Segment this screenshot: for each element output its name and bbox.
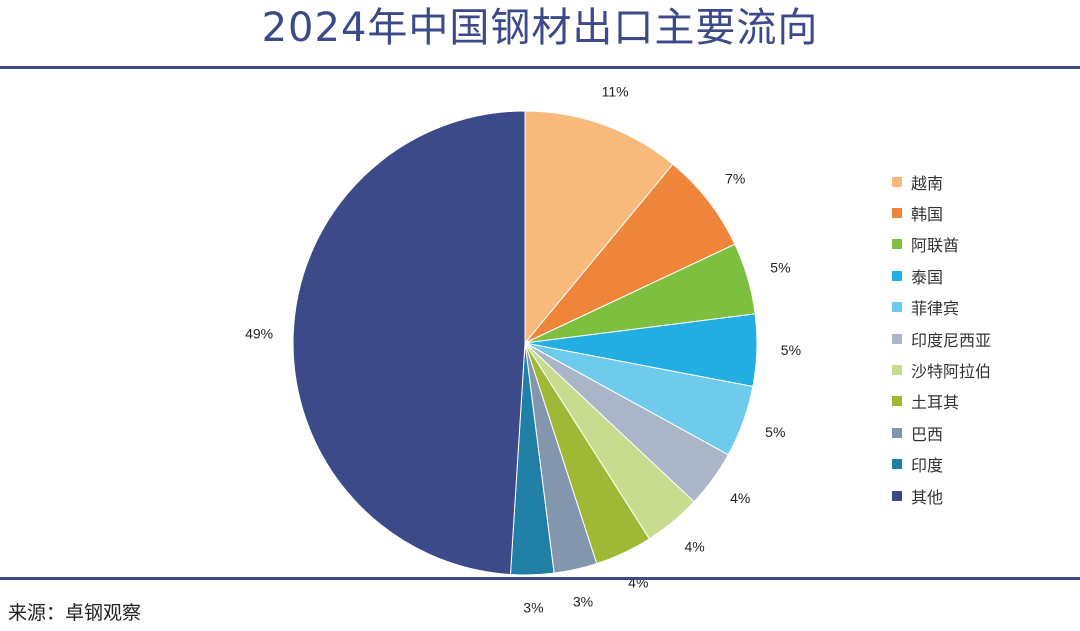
- legend-label: 沙特阿拉伯: [911, 362, 992, 382]
- pie-data-label-6: 4%: [730, 490, 750, 506]
- legend-label: 越南: [911, 173, 944, 193]
- legend-label: 菲律宾: [911, 299, 960, 319]
- footer-divider: [0, 577, 1080, 580]
- pie-data-label-10: 3%: [523, 600, 543, 616]
- legend-label: 印度尼西亚: [911, 330, 992, 350]
- legend-label: 泰国: [911, 267, 944, 287]
- legend-item: 印度: [892, 449, 991, 480]
- legend-item: 沙特阿拉伯: [892, 354, 991, 385]
- pie-data-label-11: 49%: [245, 325, 273, 341]
- legend-item: 越南: [892, 166, 991, 197]
- legend-item: 菲律宾: [892, 292, 991, 323]
- legend-item: 印度尼西亚: [892, 323, 991, 354]
- legend-item: 阿联酋: [892, 229, 991, 260]
- legend-swatch: [892, 427, 902, 438]
- legend-swatch: [892, 176, 902, 187]
- legend-item: 韩国: [892, 197, 991, 228]
- chart-legend: 越南韩国阿联酋泰国菲律宾印度尼西亚沙特阿拉伯土耳其巴西印度其他: [892, 166, 991, 511]
- legend-item: 其他: [892, 480, 991, 511]
- legend-swatch: [892, 365, 902, 376]
- legend-swatch: [892, 302, 902, 313]
- pie-data-label-2: 7%: [725, 171, 745, 187]
- legend-swatch: [892, 333, 902, 344]
- title-divider: [0, 66, 1080, 69]
- legend-label: 韩国: [911, 205, 944, 225]
- legend-item: 泰国: [892, 260, 991, 291]
- chart-title: 2024年中国钢材出口主要流向: [261, 5, 819, 51]
- legend-swatch: [892, 208, 902, 219]
- pie-slice-2: [524, 163, 736, 344]
- pie-slice-1: [524, 110, 674, 345]
- legend-label: 土耳其: [911, 393, 960, 413]
- pie-data-label-9: 3%: [573, 593, 593, 609]
- legend-label: 阿联酋: [911, 236, 960, 256]
- legend-swatch: [892, 490, 902, 501]
- legend-item: 巴西: [892, 417, 991, 448]
- legend-swatch: [892, 239, 902, 250]
- legend-swatch: [892, 459, 902, 470]
- legend-label: 巴西: [911, 424, 944, 444]
- legend-swatch: [892, 396, 902, 407]
- pie-data-label-4: 5%: [781, 342, 801, 358]
- legend-label: 印度: [911, 456, 944, 476]
- source-note: 来源：卓钢观察: [8, 602, 142, 624]
- legend-label: 其他: [911, 487, 944, 507]
- pie-data-label-1: 11%: [602, 83, 629, 99]
- pie-data-label-3: 5%: [770, 260, 790, 276]
- pie-slice-11: [292, 110, 526, 576]
- pie-data-label-5: 5%: [765, 424, 785, 440]
- legend-item: 土耳其: [892, 386, 991, 417]
- legend-swatch: [892, 270, 902, 281]
- pie-data-label-7: 4%: [684, 539, 704, 555]
